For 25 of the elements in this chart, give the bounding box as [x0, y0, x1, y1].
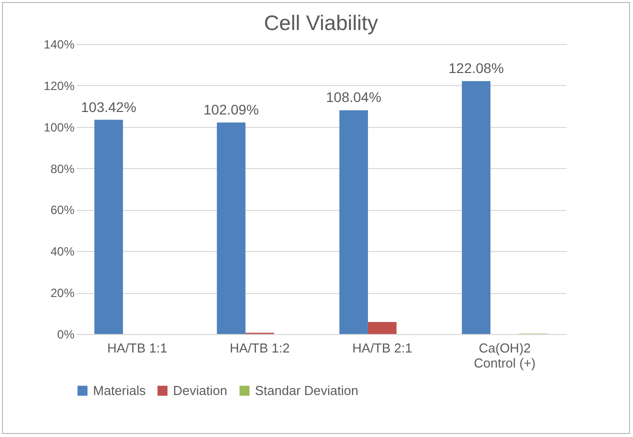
- y-tick-label: 140%: [44, 38, 75, 52]
- data-label: 102.09%: [204, 102, 259, 118]
- x-tick-label: HA/TB 2:1: [352, 340, 412, 356]
- y-tick-label: 0%: [57, 328, 75, 342]
- legend-label: Deviation: [173, 382, 228, 398]
- y-tick-label: 20%: [50, 286, 75, 300]
- chart-title: Cell Viability: [264, 12, 378, 35]
- bar: [462, 81, 490, 334]
- y-tick-label: 40%: [50, 244, 75, 259]
- legend-label: Materials: [93, 382, 146, 398]
- x-tick-label: Ca(OH)2 Control (+): [474, 340, 536, 370]
- y-tick-label: 80%: [50, 162, 75, 176]
- data-label: 108.04%: [326, 89, 382, 106]
- y-tick-label: 60%: [50, 203, 75, 218]
- x-tick-label: HA/TB 1:1: [107, 340, 168, 356]
- bar: [339, 110, 368, 334]
- legend-label: Standar Deviation: [255, 382, 358, 398]
- bar: [368, 322, 397, 334]
- bar: [216, 122, 246, 334]
- bar: [94, 120, 123, 334]
- y-tick-label: 100%: [44, 120, 75, 134]
- x-tick-label: HA/TB 1:2: [230, 340, 290, 356]
- data-label: 103.42%: [81, 98, 136, 115]
- y-tick-label: 120%: [44, 78, 75, 93]
- data-label: 122.08%: [448, 60, 504, 76]
